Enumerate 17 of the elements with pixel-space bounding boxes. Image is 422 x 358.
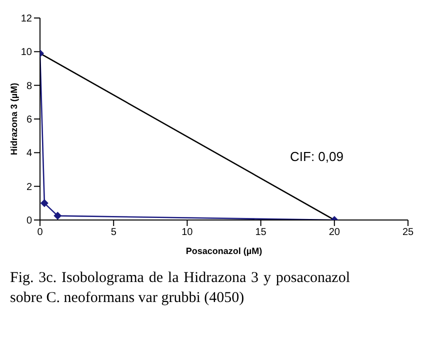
x-tick-label: 5 [110, 227, 117, 238]
y-tick-label: 2 [26, 182, 32, 193]
y-tick-label: 8 [26, 80, 32, 92]
y-axis-title: Hidrazona 3 (µM) [9, 82, 20, 156]
x-axis-title: Posaconazol (µM) [186, 246, 262, 256]
annotation: CIF: 0,09 [290, 149, 344, 164]
x-tick-label: 15 [255, 227, 267, 238]
x-tick-label: 10 [182, 227, 194, 238]
x-tick-label: 25 [402, 227, 414, 238]
x-tick-label: 0 [37, 227, 44, 238]
caption: Fig. 3c. Isobolograma de la Hidrazona 3 y posaconazol sobre C. neoformans var grubbi (4050) [10, 269, 350, 308]
y-tick-label: 10 [20, 47, 32, 58]
y-tick-label: 0 [26, 216, 32, 227]
x-tick-label: 20 [328, 227, 340, 238]
y-tick-label: 6 [26, 114, 32, 126]
y-tick-label: 4 [26, 148, 32, 160]
y-tick-label: 12 [20, 14, 32, 25]
